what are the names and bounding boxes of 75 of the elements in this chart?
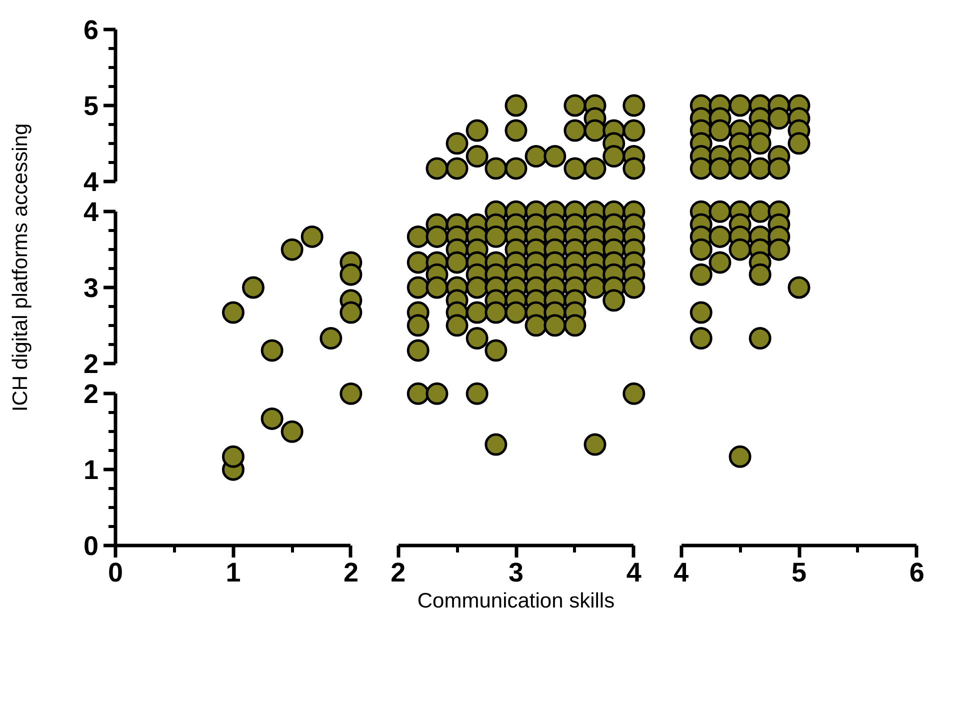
point: [504, 119, 528, 142]
point: [466, 145, 488, 168]
point: [690, 157, 712, 180]
point: [690, 301, 712, 324]
point: [504, 94, 528, 117]
y-tick-label: 1: [83, 455, 99, 486]
point: [280, 238, 304, 261]
x-tick-label: 0: [108, 558, 124, 588]
point: [340, 382, 362, 405]
x-tick-label: 4: [674, 558, 689, 588]
point: [768, 107, 790, 130]
y-tick-label: 2: [83, 379, 99, 410]
point: [622, 94, 646, 117]
point: [484, 157, 508, 180]
point: [564, 119, 586, 142]
point: [544, 145, 566, 168]
y-tick-label: 4: [83, 166, 99, 197]
point: [564, 157, 586, 180]
y-tick-label: 4: [83, 197, 99, 228]
point: [622, 119, 646, 142]
point: [504, 157, 528, 180]
point: [426, 157, 448, 180]
y-tick-label: 2: [83, 348, 99, 379]
point: [788, 276, 810, 299]
point: [768, 157, 790, 180]
point: [690, 327, 712, 350]
point: [748, 132, 772, 155]
point: [260, 339, 284, 362]
point: [788, 132, 810, 155]
x-tick-label: 2: [390, 558, 406, 588]
y-tick-label: 5: [83, 91, 99, 121]
point: [708, 251, 732, 274]
point: [748, 263, 772, 286]
point: [748, 157, 772, 180]
point: [768, 238, 790, 261]
x-tick-label: 3: [508, 558, 524, 588]
point: [728, 157, 752, 180]
point: [690, 263, 712, 286]
y-tick-label: 0: [83, 531, 99, 561]
point: [300, 225, 324, 248]
point: [466, 119, 488, 142]
x-tick-label: 6: [909, 558, 924, 588]
x-tick-label: 5: [791, 558, 807, 588]
y-axis-title: ICH digital platforms accessing: [9, 123, 32, 412]
point: [708, 225, 732, 248]
point: [584, 157, 606, 180]
point: [748, 200, 772, 223]
point: [524, 145, 548, 168]
point: [602, 145, 626, 168]
point: [622, 157, 646, 180]
point: [446, 157, 468, 180]
point: [728, 94, 752, 117]
y-tick-label: 6: [83, 15, 99, 46]
point: [242, 276, 264, 299]
point: [446, 132, 468, 155]
x-axis-title: Communication skills: [417, 590, 615, 612]
point: [564, 94, 586, 117]
x-tick-label: 2: [343, 558, 358, 588]
point: [222, 445, 244, 468]
point: [728, 238, 752, 261]
x-tick-label: 4: [626, 558, 642, 588]
point: [340, 301, 362, 324]
point: [340, 263, 362, 286]
point: [222, 301, 244, 324]
point: [708, 200, 732, 223]
point: [260, 408, 284, 430]
point: [708, 157, 732, 180]
point: [748, 327, 772, 350]
point: [708, 119, 732, 142]
y-tick-label: 3: [83, 273, 99, 303]
point: [320, 327, 342, 350]
point: [280, 420, 304, 443]
point: [584, 119, 606, 142]
x-tick-label: 1: [226, 558, 241, 588]
point: [690, 238, 712, 261]
